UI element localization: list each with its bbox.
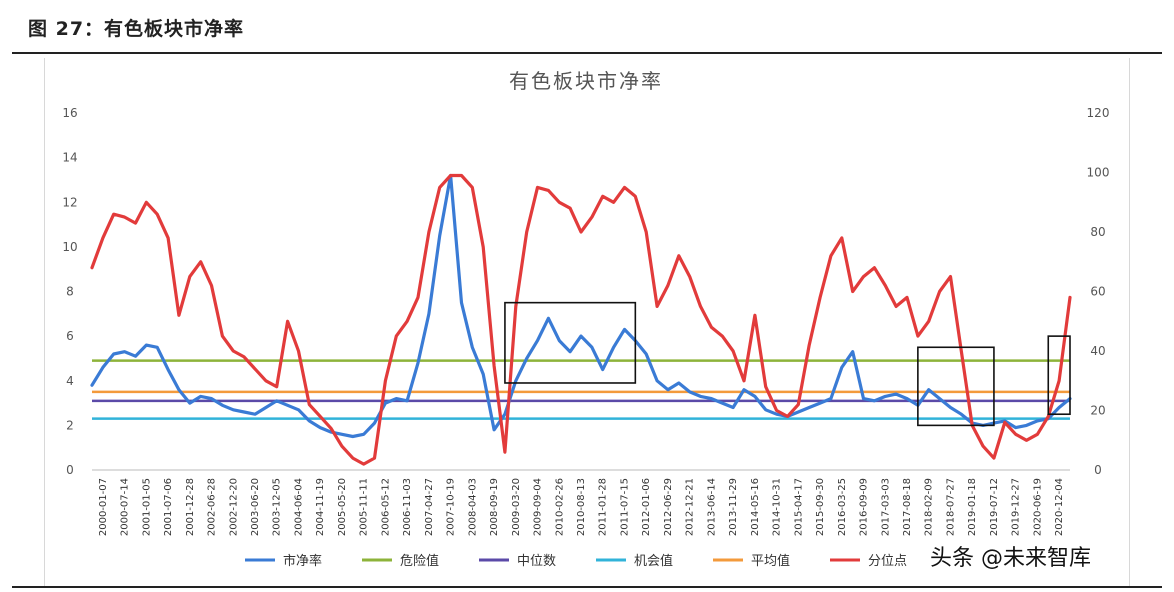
y-right-tick-label: 40	[1090, 344, 1105, 358]
x-tick-label: 2004-06-04	[293, 478, 304, 536]
y-left-tick-label: 0	[66, 463, 74, 477]
figure-caption: 图 27：有色板块市净率	[28, 18, 245, 40]
x-tick-label: 2015-09-30	[815, 478, 826, 536]
x-tick-label: 2012-12-21	[685, 478, 696, 536]
x-tick-label: 2011-01-28	[598, 478, 609, 536]
x-tick-label: 2017-08-18	[902, 478, 913, 536]
x-tick-label: 2017-03-03	[880, 478, 891, 536]
x-tick-label: 2010-08-13	[576, 478, 587, 536]
annotation-box	[917, 346, 995, 427]
y-right-tick-label: 100	[1087, 166, 1110, 180]
x-tick-label: 2006-11-03	[402, 478, 413, 536]
x-tick-label: 2001-12-28	[185, 478, 196, 536]
y-left-tick-label: 10	[62, 240, 77, 254]
x-tick-label: 2003-06-20	[250, 478, 261, 536]
y-right-tick-label: 20	[1090, 404, 1105, 418]
chart-panel	[44, 58, 1130, 586]
x-tick-label: 2020-12-04	[1054, 478, 1065, 536]
x-tick-label: 2003-12-05	[272, 478, 283, 536]
x-tick-label: 2009-03-20	[511, 478, 522, 536]
top-rule	[12, 52, 1162, 54]
x-tick-label: 2016-09-09	[859, 478, 870, 536]
x-tick-label: 2001-01-05	[141, 478, 152, 536]
x-tick-label: 2012-01-06	[641, 478, 652, 536]
x-tick-label: 2004-11-19	[315, 478, 326, 536]
x-tick-label: 2019-01-18	[967, 478, 978, 536]
x-tick-label: 2006-05-12	[380, 478, 391, 536]
x-tick-label: 2009-09-04	[533, 478, 544, 536]
x-tick-label: 2008-04-03	[467, 478, 478, 536]
annotation-boxes	[504, 301, 1071, 427]
x-tick-label: 2000-01-07	[98, 478, 109, 536]
legend-label: 中位数	[517, 554, 556, 569]
x-tick-label: 2018-02-09	[924, 478, 935, 536]
x-tick-label: 2020-06-19	[1032, 478, 1043, 536]
legend: 市净率 危险值 中位数 机会值 平均值 分位点	[245, 553, 907, 569]
legend-label: 分位点	[868, 554, 907, 569]
watermark: 头条 @未来智库	[930, 546, 1091, 571]
pb-series-line	[90, 173, 1072, 439]
legend-label: 平均值	[751, 553, 790, 569]
x-tick-label: 2016-03-25	[837, 478, 848, 536]
y-axis-right: 0 20 40 60 80 100 120	[1087, 106, 1110, 477]
y-left-tick-label: 14	[62, 151, 77, 165]
x-tick-label: 2012-06-29	[663, 478, 674, 536]
y-right-tick-label: 120	[1087, 106, 1110, 120]
y-left-tick-label: 2	[66, 418, 74, 432]
y-left-tick-label: 12	[62, 195, 77, 209]
x-tick-label: 2018-07-27	[945, 478, 956, 536]
x-tick-label: 2005-11-11	[359, 478, 370, 536]
x-tick-label: 2005-05-20	[337, 478, 348, 536]
series-lines	[90, 173, 1072, 466]
x-tick-label: 2002-12-20	[228, 478, 239, 536]
annotation-box	[504, 301, 637, 384]
x-tick-label: 2014-05-16	[750, 478, 761, 536]
x-tick-label: 2010-02-26	[554, 478, 565, 536]
annotation-box	[1047, 335, 1071, 416]
x-axis: 2000-01-07 2000-07-14 2001-01-05 2001-07-06…	[92, 469, 1070, 536]
y-left-tick-label: 4	[66, 374, 74, 388]
x-tick-label: 2019-12-27	[1011, 478, 1022, 536]
x-tick-label: 2015-04-17	[793, 478, 804, 536]
y-axis-left: 0 2 4 6 8 10 12 14 16	[62, 106, 77, 477]
y-left-tick-label: 6	[66, 329, 74, 343]
x-tick-label: 2001-07-06	[163, 478, 174, 536]
y-right-tick-label: 80	[1090, 225, 1105, 239]
x-tick-label: 2008-09-19	[489, 478, 500, 536]
legend-label: 危险值	[400, 553, 439, 569]
legend-label: 机会值	[634, 553, 673, 569]
x-tick-label: 2019-07-12	[989, 478, 1000, 536]
y-left-tick-label: 16	[62, 106, 77, 120]
percentile-series-line	[90, 173, 1072, 466]
x-tick-label: 2011-07-15	[619, 478, 630, 536]
x-tick-label: 2014-10-31	[772, 478, 783, 536]
x-tick-label: 2007-04-27	[424, 478, 435, 536]
y-right-tick-label: 0	[1094, 463, 1102, 477]
bottom-rule	[12, 586, 1162, 588]
y-left-tick-label: 8	[66, 285, 74, 299]
legend-label: 市净率	[283, 553, 322, 569]
x-tick-label: 2002-06-28	[207, 478, 218, 536]
x-tick-label: 2000-07-14	[120, 478, 131, 536]
y-right-tick-label: 60	[1090, 285, 1105, 299]
x-tick-label: 2013-06-14	[706, 478, 717, 536]
x-tick-label: 2013-11-29	[728, 478, 739, 536]
chart-title: 有色板块市净率	[509, 69, 663, 93]
reference-lines	[92, 359, 1070, 420]
x-tick-label: 2007-10-19	[446, 478, 457, 536]
